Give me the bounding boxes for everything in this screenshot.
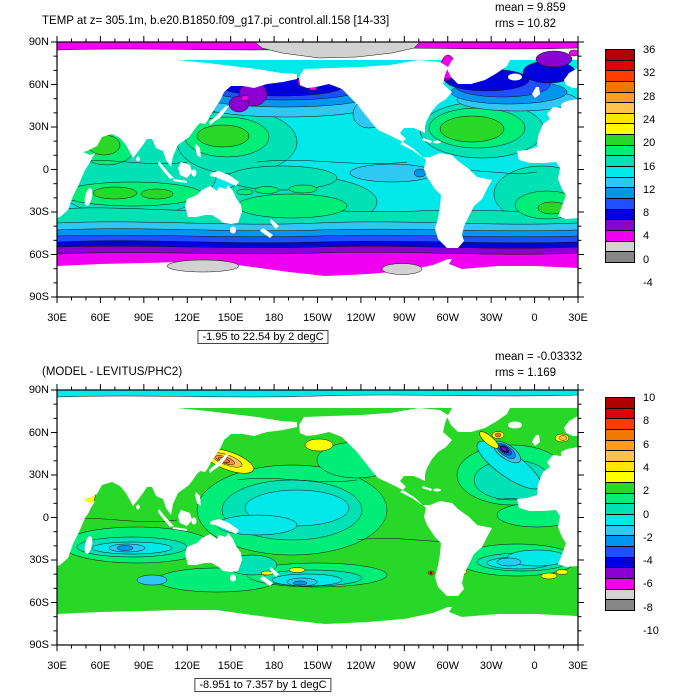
lon-tick-label: 150W bbox=[303, 660, 332, 672]
colorbar-tick-label: 4 bbox=[643, 461, 650, 474]
lon-tick-label: 150W bbox=[303, 312, 332, 324]
lon-tick-label: 0 bbox=[531, 312, 538, 324]
lat-tick-label: 60S bbox=[29, 596, 49, 609]
lon-tick-label: 30W bbox=[479, 312, 503, 324]
panel2-stats: mean = -0.03332 rms = 1.169 bbox=[495, 350, 582, 381]
lat-tick-label: 90S bbox=[29, 639, 49, 651]
lat-tick-label: 30S bbox=[29, 554, 49, 566]
arctic-cyan-band bbox=[57, 390, 578, 398]
panel2-title: (MODEL - LEVITUS/PHC2) bbox=[42, 366, 183, 378]
lat-tick-label: 90N bbox=[28, 36, 49, 48]
lon-tick-label: 180 bbox=[264, 660, 284, 672]
panel2-mean: mean = -0.03332 bbox=[495, 351, 583, 363]
colorbar-box bbox=[605, 599, 635, 611]
colorbar-tick-label: 4 bbox=[643, 230, 650, 243]
lat-tick-label: 0 bbox=[42, 163, 49, 176]
lon-tick-label: 30E bbox=[568, 312, 588, 324]
panel1-lat-axis: 90N 60N 30N 0 30S 60S 90S bbox=[0, 0, 52, 700]
panel2-contour-range-note: -8.951 to 7.357 by 1 degC bbox=[194, 678, 332, 692]
colorbar-tick-label: -2 bbox=[643, 531, 653, 544]
lon-tick-label: 30E bbox=[568, 660, 588, 672]
colorbar-tick-label: 12 bbox=[643, 183, 656, 196]
colorbar-tick-label: 8 bbox=[643, 207, 650, 220]
lat-tick-label: 90N bbox=[28, 384, 49, 396]
lon-tick-label: 30E bbox=[47, 660, 67, 672]
lat-tick-label: 30N bbox=[28, 121, 49, 133]
lon-tick-label: 90W bbox=[393, 312, 416, 324]
arctic-gray-missing bbox=[254, 42, 421, 59]
panel1-mean: mean = 9.859 bbox=[495, 2, 566, 14]
colorbar-tick-label: -8 bbox=[643, 601, 653, 614]
arctic-white-gap bbox=[57, 395, 578, 408]
lat-tick-label: 90S bbox=[29, 291, 49, 303]
colorbar-tick-label: 10 bbox=[643, 392, 656, 404]
colorbar-model bbox=[605, 49, 635, 263]
colorbar-tick-label: -4 bbox=[643, 555, 653, 568]
colorbar-tick-label: 8 bbox=[643, 415, 650, 428]
colorbar-tick-label: 0 bbox=[643, 253, 650, 266]
colorbar-tick-label: 28 bbox=[643, 90, 656, 103]
lon-tick-label: 90W bbox=[393, 660, 416, 672]
colorbar-difference bbox=[605, 397, 635, 611]
lon-tick-label: 120W bbox=[346, 312, 376, 324]
colorbar-tick-label: 16 bbox=[643, 160, 656, 173]
map-frame bbox=[56, 41, 579, 298]
colorbar-box bbox=[605, 251, 635, 263]
diff-fill-cyan-m2-m1C bbox=[91, 440, 568, 587]
colorbar-tick-label: 32 bbox=[643, 67, 656, 80]
colorbar-tick-label: 6 bbox=[643, 438, 650, 451]
lon-tick-label: 90E bbox=[134, 312, 154, 324]
colorbar-tick-label: 2 bbox=[643, 485, 650, 498]
lon-tick-label: 90E bbox=[134, 660, 154, 672]
antarctic-ice-gray bbox=[166, 259, 423, 275]
lat-tick-label: 0 bbox=[42, 511, 49, 524]
lon-tick-label: 60W bbox=[436, 312, 460, 324]
lat-tick-label: 60N bbox=[28, 78, 49, 91]
lon-tick-label: 150E bbox=[217, 312, 244, 324]
lon-tick-label: 60E bbox=[90, 312, 111, 324]
colorbar-tick-label: 0 bbox=[643, 508, 650, 521]
diff-fill-purple-m8-m6C bbox=[501, 446, 507, 452]
lon-tick-label: 30E bbox=[47, 312, 67, 324]
colorbar-tick-label: 36 bbox=[643, 44, 656, 56]
diff-fill-darkred-speck bbox=[429, 571, 433, 575]
panel1-contour-range-note: -1.95 to 22.54 by 2 degC bbox=[197, 330, 329, 344]
lon-tick-label: 0 bbox=[531, 660, 538, 672]
lon-tick-label: 60W bbox=[436, 660, 460, 672]
panel2-rms: rms = 1.169 bbox=[495, 366, 557, 379]
lon-tick-label: 60E bbox=[90, 660, 111, 672]
map-frame bbox=[56, 389, 579, 646]
lon-tick-label: 180 bbox=[264, 312, 284, 324]
lat-tick-label: 60S bbox=[29, 248, 49, 261]
colorbar-tick-label: 20 bbox=[643, 137, 656, 150]
colorbar-tick-label: -6 bbox=[643, 578, 653, 591]
colorbar-tick-label: -10 bbox=[643, 625, 659, 637]
contour-fill-green-18-20C bbox=[87, 115, 567, 215]
panel1-rms: rms = 10.82 bbox=[495, 17, 557, 30]
lon-tick-label: 120E bbox=[174, 312, 201, 324]
lon-tick-label: 150E bbox=[217, 660, 244, 672]
colorbar-tick-label: -4 bbox=[643, 277, 653, 289]
lon-tick-label: 120W bbox=[346, 660, 376, 672]
panel2-lat-axis: 90N 60N 30N 0 30S 60S 90S bbox=[0, 0, 52, 700]
panel1-title: TEMP at z= 305.1m, b.e20.B1850.f09_g17.p… bbox=[42, 15, 390, 27]
lon-tick-label: 120E bbox=[174, 660, 201, 672]
panel1-stats: mean = 9.859 rms = 10.82 bbox=[495, 1, 566, 32]
colorbar-tick-label: 24 bbox=[643, 113, 656, 126]
lat-tick-label: 60N bbox=[28, 426, 49, 439]
lon-tick-label: 30W bbox=[479, 660, 503, 672]
map-difference bbox=[51, 384, 584, 651]
lat-tick-label: 30S bbox=[29, 206, 49, 218]
lat-tick-label: 30N bbox=[28, 469, 49, 481]
map-model bbox=[51, 36, 584, 303]
